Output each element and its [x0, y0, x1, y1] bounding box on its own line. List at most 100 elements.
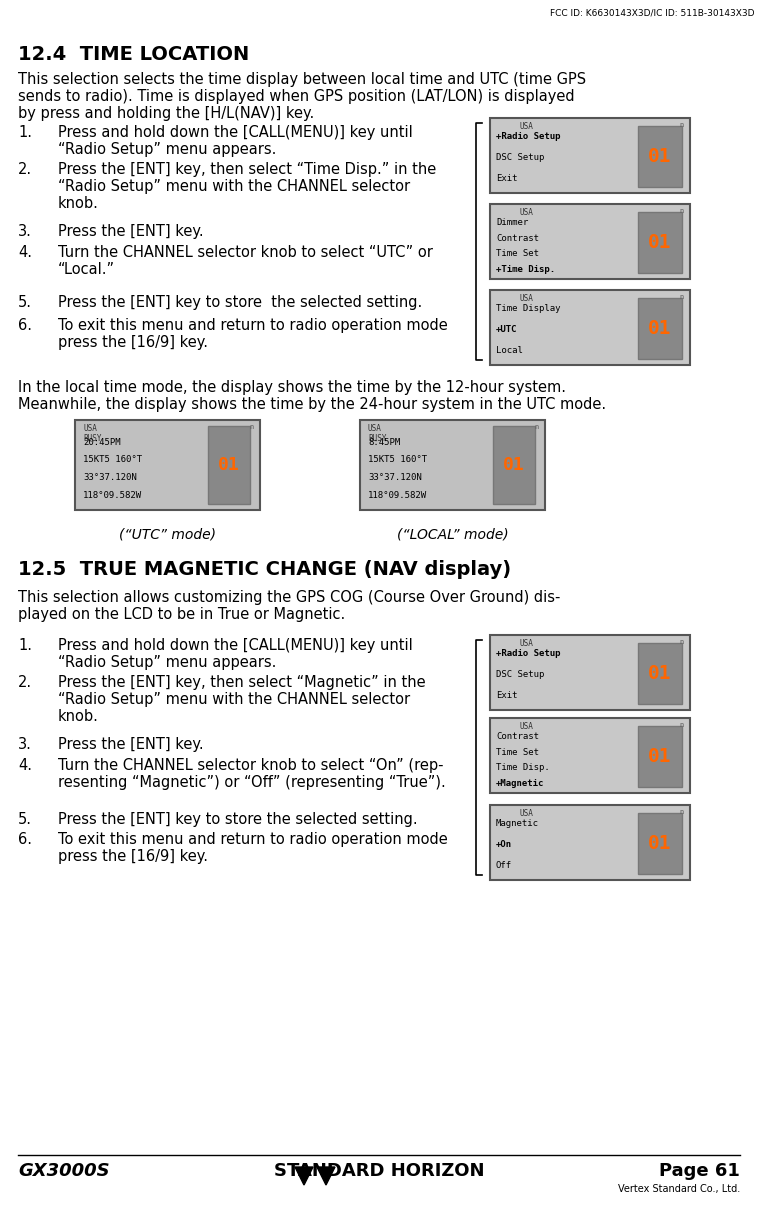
- Text: +Magnetic: +Magnetic: [496, 780, 544, 788]
- Text: press the [16/9] key.: press the [16/9] key.: [58, 335, 208, 349]
- Text: 20:45PM: 20:45PM: [83, 437, 121, 447]
- Text: Press the [ENT] key.: Press the [ENT] key.: [58, 737, 204, 752]
- Text: 118°09.582W: 118°09.582W: [83, 490, 143, 500]
- Text: USA: USA: [520, 122, 534, 131]
- Text: Contrast: Contrast: [496, 732, 539, 741]
- Text: +On: +On: [496, 840, 512, 849]
- FancyBboxPatch shape: [490, 805, 690, 880]
- Text: To exit this menu and return to radio operation mode: To exit this menu and return to radio op…: [58, 318, 448, 334]
- FancyBboxPatch shape: [638, 211, 682, 273]
- Text: 01: 01: [648, 833, 672, 853]
- Text: Time Set: Time Set: [496, 748, 539, 756]
- FancyBboxPatch shape: [490, 719, 690, 793]
- Text: Dimmer: Dimmer: [496, 218, 528, 227]
- Text: n: n: [680, 208, 684, 214]
- Text: Press the [ENT] key, then select “Magnetic” in the: Press the [ENT] key, then select “Magnet…: [58, 675, 426, 690]
- FancyBboxPatch shape: [638, 126, 682, 187]
- Text: GX3000S: GX3000S: [18, 1162, 110, 1180]
- Text: USA: USA: [368, 424, 382, 433]
- Polygon shape: [295, 1167, 313, 1185]
- Text: 12.4  TIME LOCATION: 12.4 TIME LOCATION: [18, 45, 249, 64]
- Text: n: n: [680, 122, 684, 128]
- FancyBboxPatch shape: [208, 426, 250, 503]
- Text: 15KT5 160°T: 15KT5 160°T: [83, 456, 143, 464]
- Text: 6.: 6.: [18, 318, 32, 334]
- Text: DSC Setup: DSC Setup: [496, 153, 544, 163]
- Text: n: n: [680, 295, 684, 299]
- Text: Time Display: Time Display: [496, 304, 560, 313]
- Text: +Radio Setup: +Radio Setup: [496, 649, 560, 657]
- Text: resenting “Magnetic”) or “Off” (representing “True”).: resenting “Magnetic”) or “Off” (represen…: [58, 775, 446, 789]
- FancyBboxPatch shape: [638, 726, 682, 787]
- Text: 8:45PM: 8:45PM: [368, 437, 400, 447]
- Text: Press the [ENT] key, then select “Time Disp.” in the: Press the [ENT] key, then select “Time D…: [58, 163, 437, 177]
- Text: STANDARD HORIZON: STANDARD HORIZON: [274, 1162, 484, 1180]
- Text: 01: 01: [503, 456, 525, 474]
- Text: Turn the CHANNEL selector knob to select “On” (rep-: Turn the CHANNEL selector knob to select…: [58, 758, 443, 774]
- FancyBboxPatch shape: [360, 420, 545, 510]
- Text: (“UTC” mode): (“UTC” mode): [119, 528, 216, 543]
- Text: 1.: 1.: [18, 125, 32, 141]
- Text: Press and hold down the [CALL(MENU)] key until: Press and hold down the [CALL(MENU)] key…: [58, 125, 413, 141]
- Text: “Radio Setup” menu appears.: “Radio Setup” menu appears.: [58, 142, 277, 156]
- Text: Exit: Exit: [496, 690, 518, 700]
- FancyBboxPatch shape: [490, 635, 690, 710]
- Text: 118°09.582W: 118°09.582W: [368, 490, 427, 500]
- Text: 4.: 4.: [18, 758, 32, 774]
- Text: press the [16/9] key.: press the [16/9] key.: [58, 849, 208, 864]
- Text: 12.5  TRUE MAGNETIC CHANGE (NAV display): 12.5 TRUE MAGNETIC CHANGE (NAV display): [18, 560, 511, 579]
- Text: Time Disp.: Time Disp.: [496, 764, 550, 772]
- FancyBboxPatch shape: [75, 420, 260, 510]
- Text: Local: Local: [496, 346, 523, 356]
- FancyBboxPatch shape: [638, 298, 682, 359]
- Text: To exit this menu and return to radio operation mode: To exit this menu and return to radio op…: [58, 832, 448, 847]
- Text: Magnetic: Magnetic: [496, 819, 539, 829]
- Text: Page 61: Page 61: [659, 1162, 740, 1180]
- Text: n: n: [680, 722, 684, 728]
- FancyBboxPatch shape: [638, 813, 682, 874]
- Text: USA: USA: [520, 722, 534, 731]
- Text: Meanwhile, the display shows the time by the 24-hour system in the UTC mode.: Meanwhile, the display shows the time by…: [18, 397, 606, 412]
- FancyBboxPatch shape: [490, 204, 690, 279]
- Text: (“LOCAL” mode): (“LOCAL” mode): [396, 528, 509, 543]
- Text: DSC Setup: DSC Setup: [496, 670, 544, 679]
- Text: 15KT5 160°T: 15KT5 160°T: [368, 456, 427, 464]
- Text: This selection allows customizing the GPS COG (Course Over Ground) dis-: This selection allows customizing the GP…: [18, 590, 560, 605]
- Text: n: n: [680, 639, 684, 645]
- Text: 01: 01: [648, 319, 672, 338]
- Text: USA: USA: [520, 208, 534, 218]
- Polygon shape: [317, 1167, 335, 1185]
- Text: knob.: knob.: [58, 196, 99, 211]
- FancyBboxPatch shape: [490, 119, 690, 193]
- Text: n: n: [534, 424, 539, 430]
- FancyBboxPatch shape: [493, 426, 535, 503]
- Text: 5.: 5.: [18, 295, 32, 310]
- Text: Turn the CHANNEL selector knob to select “UTC” or: Turn the CHANNEL selector knob to select…: [58, 244, 433, 260]
- Text: 2.: 2.: [18, 163, 32, 177]
- Text: Exit: Exit: [496, 174, 518, 183]
- Text: Off: Off: [496, 862, 512, 870]
- Text: BUSY: BUSY: [368, 434, 387, 444]
- Text: USA: USA: [520, 809, 534, 818]
- Text: 4.: 4.: [18, 244, 32, 260]
- Text: Press the [ENT] key to store  the selected setting.: Press the [ENT] key to store the selecte…: [58, 295, 422, 310]
- Text: FCC ID: K6630143X3D/IC ID: 511B-30143X3D: FCC ID: K6630143X3D/IC ID: 511B-30143X3D: [550, 9, 755, 17]
- Text: Contrast: Contrast: [496, 233, 539, 243]
- Text: by press and holding the [H/L(NAV)] key.: by press and holding the [H/L(NAV)] key.: [18, 106, 315, 121]
- Text: n: n: [249, 424, 254, 430]
- Text: +UTC: +UTC: [496, 325, 518, 334]
- Text: 1.: 1.: [18, 638, 32, 653]
- Text: “Radio Setup” menu appears.: “Radio Setup” menu appears.: [58, 655, 277, 670]
- Text: knob.: knob.: [58, 709, 99, 723]
- Text: 01: 01: [648, 747, 672, 766]
- Text: 5.: 5.: [18, 811, 32, 827]
- Text: “Radio Setup” menu with the CHANNEL selector: “Radio Setup” menu with the CHANNEL sele…: [58, 692, 410, 708]
- Text: Time Set: Time Set: [496, 249, 539, 259]
- Text: “Radio Setup” menu with the CHANNEL selector: “Radio Setup” menu with the CHANNEL sele…: [58, 178, 410, 194]
- Text: +Radio Setup: +Radio Setup: [496, 132, 560, 141]
- Text: 2.: 2.: [18, 675, 32, 690]
- Text: Vertex Standard Co., Ltd.: Vertex Standard Co., Ltd.: [618, 1184, 740, 1194]
- Text: “Local.”: “Local.”: [58, 262, 115, 277]
- Text: Press the [ENT] key to store the selected setting.: Press the [ENT] key to store the selecte…: [58, 811, 418, 827]
- Text: Press and hold down the [CALL(MENU)] key until: Press and hold down the [CALL(MENU)] key…: [58, 638, 413, 653]
